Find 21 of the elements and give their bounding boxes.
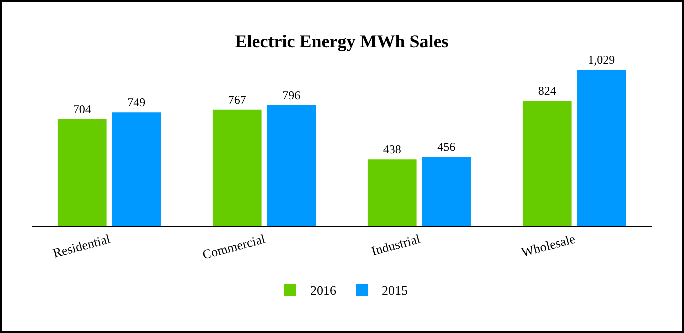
- bar: [368, 160, 417, 226]
- data-label: 824: [538, 84, 556, 98]
- bar: [267, 105, 316, 226]
- data-label: 1,029: [588, 53, 616, 68]
- bar: [58, 119, 107, 226]
- data-label: 767: [228, 92, 246, 107]
- data-label: 456: [438, 140, 456, 154]
- legend-label: 2016: [310, 283, 337, 298]
- legend-label: 2015: [382, 283, 408, 298]
- bar: [212, 110, 262, 226]
- bar: [422, 156, 472, 226]
- bar: [112, 112, 162, 226]
- x-tick-label: Industrial: [370, 231, 422, 259]
- data-label: 438: [383, 142, 402, 157]
- bar: [522, 101, 572, 226]
- data-label: 704: [73, 102, 92, 116]
- data-label: 749: [128, 96, 146, 110]
- bar: [577, 70, 626, 226]
- chart-title: Electric Energy MWh Sales: [235, 32, 449, 52]
- data-label: 796: [282, 88, 301, 102]
- x-tick-label: Wholesale: [520, 231, 578, 260]
